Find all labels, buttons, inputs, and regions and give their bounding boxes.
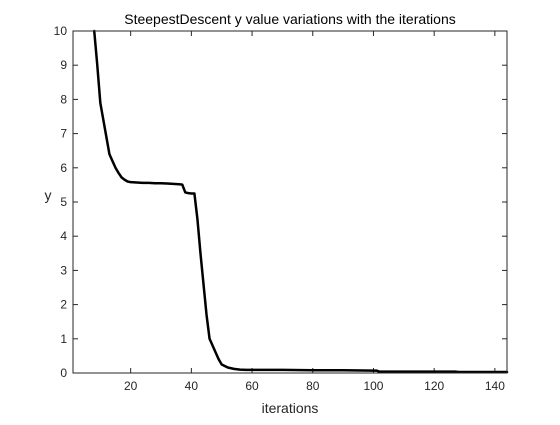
plot-background: [73, 31, 507, 373]
y-ticks: 0 1 2 3 4 5 6 7 8 9 10: [54, 24, 507, 380]
y-tick-label: 3: [60, 263, 67, 277]
y-tick-label: 7: [60, 127, 67, 141]
y-tick-label: 1: [60, 332, 67, 346]
y-tick-label: 10: [54, 24, 68, 38]
y-tick-label: 4: [60, 229, 67, 243]
series-line: [92, 29, 509, 374]
chart-title: SteepestDescent y value variations with …: [124, 11, 456, 27]
y-tick-label: 9: [60, 58, 67, 72]
x-tick-label: 140: [485, 379, 505, 393]
x-tick-label: 40: [185, 379, 199, 393]
x-tick-label: 120: [424, 379, 444, 393]
x-tick-label: 100: [363, 379, 383, 393]
y-tick-label: 8: [60, 92, 67, 106]
y-tick-label: 0: [60, 366, 67, 380]
y-tick-label: 2: [60, 298, 67, 312]
y-tick-label: 6: [60, 161, 67, 175]
axes-box: [72, 30, 508, 374]
y-tick-label: 5: [60, 195, 67, 209]
x-tick-label: 60: [245, 379, 259, 393]
x-ticks: 20 40 60 80 100 120 140: [124, 31, 505, 393]
x-tick-label: 20: [124, 379, 138, 393]
x-tick-label: 80: [306, 379, 320, 393]
x-axis-label: iterations: [262, 400, 319, 416]
y-axis-label: y: [45, 187, 52, 203]
